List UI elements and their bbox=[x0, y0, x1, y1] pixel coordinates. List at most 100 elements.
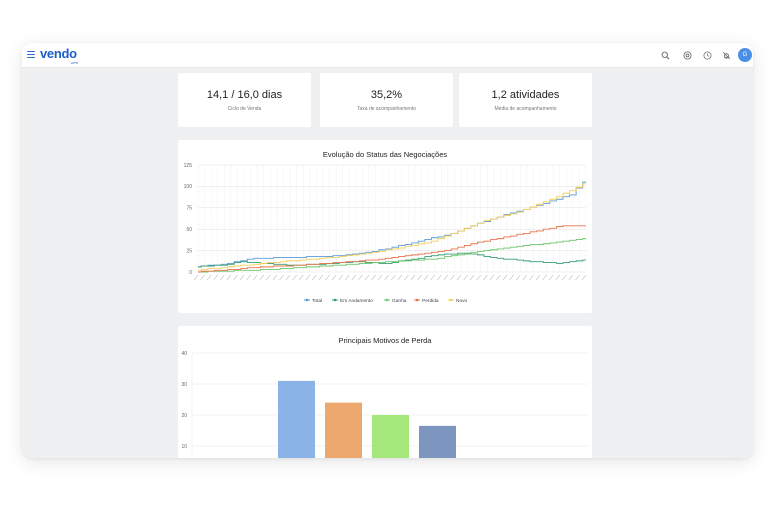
x-tick-mark bbox=[331, 274, 337, 281]
user-avatar[interactable]: G bbox=[738, 48, 752, 62]
x-tick-mark bbox=[470, 274, 475, 281]
x-tick-mark bbox=[226, 274, 232, 281]
x-tick-mark bbox=[358, 274, 363, 281]
x-tick-mark bbox=[535, 274, 541, 281]
legend-label: Ganha bbox=[392, 298, 407, 304]
x-tick-mark bbox=[516, 274, 521, 281]
loss-reasons-chart-card: Principais Motivos de Perda 10 20 30 40 bbox=[178, 326, 592, 458]
kpi-card-sales-cycle: 14,1 / 16,0 dias Ciclo de Venda bbox=[178, 73, 311, 127]
x-tick-mark bbox=[397, 274, 403, 281]
bar bbox=[325, 402, 362, 458]
kpi-label: Ciclo de Venda bbox=[227, 106, 262, 112]
x-tick-mark bbox=[371, 274, 376, 281]
kpi-label: Taxa de acompanhamento bbox=[357, 106, 416, 112]
x-tick-mark bbox=[437, 274, 442, 281]
x-tick-mark bbox=[522, 274, 528, 281]
x-tick-mark bbox=[476, 274, 481, 281]
x-tick-mark bbox=[377, 274, 383, 281]
x-tick-mark bbox=[351, 274, 357, 281]
target-icon[interactable] bbox=[683, 51, 692, 60]
series-line bbox=[198, 238, 586, 273]
x-tick-mark bbox=[200, 274, 205, 281]
x-tick-mark bbox=[252, 274, 258, 281]
x-tick-mark bbox=[562, 274, 567, 281]
series-line bbox=[198, 225, 586, 273]
x-tick-mark bbox=[384, 274, 389, 281]
chart-title: Principais Motivos de Perda bbox=[338, 336, 432, 345]
legend-marker bbox=[415, 298, 419, 302]
y-tick-label: 75 bbox=[186, 206, 192, 212]
legend-marker bbox=[333, 298, 337, 302]
kpi-value: 35,2% bbox=[370, 89, 403, 101]
x-tick-mark bbox=[364, 274, 370, 281]
x-tick-mark bbox=[502, 274, 508, 281]
x-tick-mark bbox=[259, 274, 264, 281]
legend-marker bbox=[305, 298, 309, 302]
clock-icon[interactable] bbox=[703, 51, 712, 60]
chart-title: Evolução do Status das Negociações bbox=[322, 150, 448, 159]
status-evolution-chart-card: Evolução do Status das Negociações 0 25 50… bbox=[178, 140, 592, 313]
x-tick-mark bbox=[575, 274, 580, 281]
x-tick-mark bbox=[272, 274, 278, 281]
app-logo-suffix: .crm bbox=[70, 60, 78, 65]
legend-label: Novo bbox=[456, 298, 468, 304]
x-tick-mark bbox=[430, 274, 435, 281]
kpi-card-follow-up-average: 1,2 atividades Média de acompanhamento bbox=[459, 73, 592, 127]
y-tick-label: 50 bbox=[186, 227, 192, 233]
series-line bbox=[198, 181, 586, 268]
x-tick-mark bbox=[463, 274, 468, 281]
x-tick-mark bbox=[279, 274, 284, 281]
kpi-label: Média de acompanhamento bbox=[494, 106, 557, 112]
x-tick-mark bbox=[325, 274, 330, 281]
x-tick-mark bbox=[312, 274, 317, 281]
x-tick-mark bbox=[489, 274, 495, 281]
x-tick-mark bbox=[410, 274, 416, 281]
x-tick-mark bbox=[555, 274, 560, 281]
x-tick-mark bbox=[239, 274, 245, 281]
y-tick-label: 0 bbox=[189, 270, 192, 276]
x-tick-mark bbox=[581, 274, 587, 281]
x-tick-mark bbox=[246, 274, 251, 281]
bar bbox=[419, 425, 456, 458]
x-tick-mark bbox=[548, 274, 554, 281]
x-tick-mark bbox=[213, 274, 218, 281]
x-tick-mark bbox=[568, 274, 574, 281]
menu-icon[interactable] bbox=[27, 51, 35, 59]
legend-label: Total bbox=[312, 298, 322, 304]
y-tick-label: 30 bbox=[181, 382, 187, 388]
bar bbox=[278, 380, 315, 458]
x-tick-mark bbox=[496, 274, 501, 281]
kpi-value: 14,1 / 16,0 dias bbox=[206, 89, 283, 101]
bar bbox=[372, 415, 409, 458]
x-tick-mark bbox=[292, 274, 297, 281]
x-tick-mark bbox=[423, 274, 429, 281]
x-tick-mark bbox=[443, 274, 449, 281]
notifications-off-icon[interactable] bbox=[722, 51, 731, 60]
y-tick-label: 100 bbox=[184, 184, 193, 190]
x-tick-mark bbox=[417, 274, 422, 281]
x-tick-mark bbox=[233, 274, 238, 281]
legend-marker bbox=[385, 298, 389, 302]
x-tick-mark bbox=[285, 274, 291, 281]
y-tick-label: 25 bbox=[186, 248, 192, 254]
top-navigation-bar: vendo .crm G bbox=[22, 43, 753, 68]
x-tick-mark bbox=[456, 274, 462, 281]
x-tick-mark bbox=[318, 274, 324, 281]
search-icon[interactable] bbox=[661, 51, 670, 60]
x-tick-mark bbox=[193, 274, 199, 281]
x-tick-mark bbox=[509, 274, 514, 281]
y-tick-label: 20 bbox=[181, 413, 187, 419]
series-line bbox=[198, 252, 586, 268]
app-logo[interactable]: vendo bbox=[40, 46, 77, 61]
x-tick-mark bbox=[206, 274, 212, 281]
loss-reasons-bar-chart: 10 20 30 40 bbox=[181, 351, 588, 458]
x-tick-mark bbox=[305, 274, 310, 281]
x-tick-mark bbox=[529, 274, 534, 281]
legend-label: Em Andamento bbox=[340, 298, 373, 304]
x-tick-mark bbox=[299, 274, 304, 281]
legend-label: Perdida bbox=[422, 298, 439, 304]
y-tick-label: 10 bbox=[181, 444, 187, 450]
x-tick-mark bbox=[404, 274, 409, 281]
app-window: vendo .crm G 14,1 / 16,0 dias Ciclo de V… bbox=[22, 43, 753, 458]
kpi-card-follow-up-rate: 35,2% Taxa de acompanhamento bbox=[320, 73, 453, 127]
